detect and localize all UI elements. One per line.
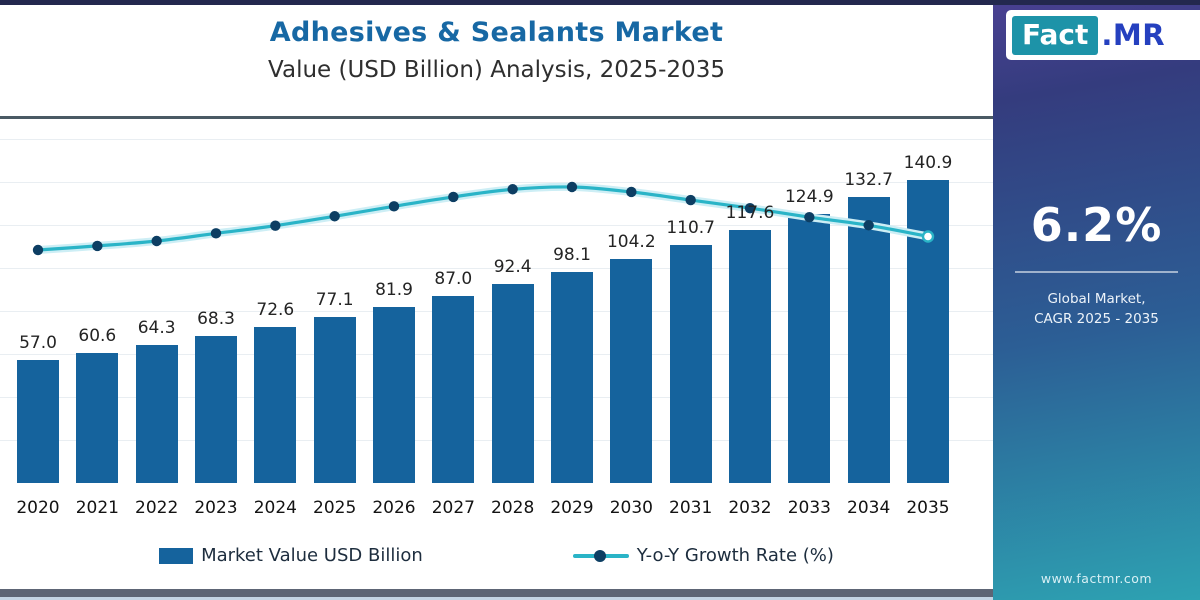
legend-item-growth-rate: Y-o-Y Growth Rate (%) (572, 545, 834, 566)
bar-value-label-2034: 132.7 (844, 170, 893, 191)
line-marker-icon (593, 549, 606, 562)
brand-side-panel: Fact .MR 6.2% Global Market, CAGR 2025 -… (993, 0, 1200, 600)
bar-value-label-2023: 68.3 (197, 308, 235, 329)
legend-label: Market Value USD Billion (201, 545, 423, 566)
line-marker-2026 (388, 201, 400, 212)
bar-2022 (135, 344, 178, 483)
x-axis-label-2033: 2033 (787, 498, 831, 518)
gridline (0, 181, 993, 183)
line-marker-2030 (626, 186, 637, 198)
bar-value-label-2021: 60.6 (78, 325, 117, 346)
gridline (0, 267, 993, 269)
bar-2030 (610, 258, 653, 483)
legend-item-market-value: Market Value USD Billion (159, 545, 423, 566)
x-axis-label-2021: 2021 (75, 498, 119, 518)
chart-title: Adhesives & Sealants Market (269, 17, 724, 48)
chart-subtitle: Value (USD Billion) Analysis, 2025-2035 (268, 57, 725, 83)
bar-value-label-2028: 92.4 (493, 257, 532, 278)
bar-value-label-2035: 140.9 (903, 152, 953, 173)
x-axis-label-2020: 2020 (16, 498, 60, 518)
line-marker-2020 (32, 244, 44, 256)
line-marker-2023 (210, 228, 222, 239)
cagr-caption-line1: Global Market, (1047, 291, 1146, 307)
x-axis-label-2026: 2026 (372, 498, 416, 518)
top-frame-bar (0, 0, 1200, 5)
gridline (0, 138, 993, 140)
chart-header: Adhesives & Sealants Market Value (USD B… (0, 5, 993, 116)
x-axis-label-2031: 2031 (669, 498, 713, 518)
bar-value-label-2020: 57.0 (19, 333, 57, 354)
bar-value-label-2025: 77.1 (315, 290, 354, 310)
x-axis-label-2035: 2035 (906, 498, 950, 518)
bottom-frame-strip (0, 597, 993, 600)
bar-2031 (669, 244, 712, 483)
x-axis-label-2025: 2025 (313, 498, 357, 518)
cagr-divider (1015, 271, 1178, 273)
bar-2027 (432, 295, 475, 483)
bar-2033 (788, 214, 831, 483)
cagr-value: 6.2% (1030, 198, 1163, 252)
factmr-logo: Fact .MR (1006, 10, 1200, 60)
x-axis-label-2030: 2030 (609, 498, 653, 518)
legend-label: Y-o-Y Growth Rate (%) (636, 545, 834, 566)
bar-series-swatch (159, 547, 194, 564)
x-axis-label-2034: 2034 (847, 498, 891, 518)
bar-2021 (76, 352, 119, 483)
bar-2034 (847, 197, 890, 483)
bar-2029 (551, 271, 593, 483)
logo-mr-text: .MR (1101, 18, 1166, 52)
line-marker-2021 (92, 240, 103, 252)
x-axis-label-2024: 2024 (253, 498, 297, 518)
bar-value-label-2024: 72.6 (256, 299, 295, 320)
x-axis-label-2029: 2029 (550, 498, 594, 518)
chart-legend: Market Value USD Billion Y-o-Y Growth Ra… (0, 545, 993, 566)
line-marker-2031 (685, 194, 696, 206)
bar-value-label-2026: 81.9 (375, 279, 413, 300)
bar-2024 (254, 326, 297, 483)
bar-2032 (729, 229, 771, 483)
bar-value-label-2022: 64.3 (137, 317, 176, 338)
line-marker-2029 (566, 181, 578, 193)
website-url: www.factmr.com (1040, 571, 1153, 586)
line-marker-2024 (270, 220, 281, 231)
bar-2020 (17, 360, 59, 483)
bar-2023 (195, 335, 237, 483)
bar-2035 (907, 179, 949, 483)
bottom-frame-bar (0, 589, 993, 597)
header-divider (0, 116, 993, 119)
bar-2026 (373, 306, 415, 483)
cagr-caption-line2: CAGR 2025 - 2035 (1034, 311, 1159, 328)
cagr-caption: Global Market, CAGR 2025 - 2035 (993, 289, 1200, 330)
bar-2025 (313, 317, 356, 483)
x-axis-label-2028: 2028 (491, 498, 535, 518)
bar-2028 (491, 284, 534, 483)
line-marker-2025 (329, 211, 340, 222)
x-axis-label-2023: 2023 (194, 498, 238, 518)
x-axis-label-2032: 2032 (728, 498, 772, 518)
x-axis-label-2027: 2027 (431, 498, 475, 518)
logo-fact-text: Fact (1012, 15, 1099, 55)
line-marker-2022 (151, 235, 162, 247)
line-marker-2028 (507, 184, 518, 195)
x-axis-label-2022: 2022 (135, 498, 179, 518)
gridline (0, 224, 993, 226)
line-marker-2027 (448, 191, 459, 203)
line-series-swatch (572, 549, 629, 562)
bar-value-label-2027: 87.0 (434, 268, 473, 289)
